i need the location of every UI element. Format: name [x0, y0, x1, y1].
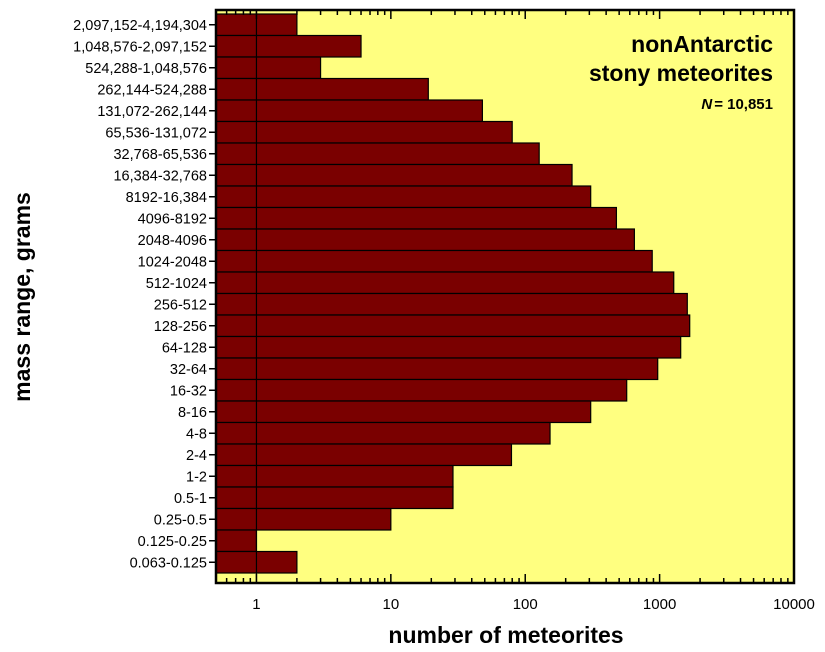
bar	[215, 228, 635, 252]
y-tick-label: 262,144-524,288	[97, 82, 207, 98]
bar	[215, 206, 618, 230]
y-tick-label: 8-16	[178, 405, 207, 421]
bar	[215, 378, 628, 402]
annotation-title-line1: nonAntarctic	[631, 31, 773, 57]
y-tick-label: 256-512	[154, 297, 207, 313]
plot-frame	[214, 8, 796, 585]
bar	[215, 357, 659, 381]
y-tick-label: 131,072-262,144	[97, 104, 207, 120]
x-tick-labels: 1 10 100 1000 10000	[252, 596, 815, 613]
bar	[215, 335, 682, 359]
x-tick-label: 1	[252, 596, 260, 613]
y-tick-label: 2-4	[186, 448, 207, 464]
bar	[215, 443, 513, 467]
bar	[215, 185, 592, 209]
y-tick-label: 2048-4096	[138, 233, 207, 249]
y-axis-title: mass range, grams	[9, 192, 35, 402]
y-tick-label: 8192-16,384	[126, 190, 207, 206]
y-tick-label: 0.063-0.125	[130, 555, 207, 571]
bar	[215, 120, 513, 144]
y-tick-label: 0.5-1	[174, 491, 207, 507]
y-tick-label: 0.125-0.25	[138, 534, 207, 550]
y-tick-label: 4-8	[186, 426, 207, 442]
bar	[215, 77, 429, 101]
x-tick-label: 1000	[643, 596, 676, 613]
y-tick-label: 64-128	[162, 340, 207, 356]
y-tick-label: 1-2	[186, 469, 207, 485]
y-tick-label: 524,288-1,048,576	[85, 61, 207, 77]
annotation-sample-size: N = 10,851	[701, 96, 773, 113]
y-tick-label: 128-256	[154, 319, 207, 335]
y-tick-label: 1,048,576-2,097,152	[73, 39, 207, 55]
bar	[215, 314, 691, 338]
y-tick-label: 16,384-32,768	[113, 168, 207, 184]
x-axis-title: number of meteorites	[388, 622, 623, 648]
y-tick-label: 32,768-65,536	[113, 147, 207, 163]
x-tick-label: 100	[513, 596, 538, 613]
y-tick-label: 512-1024	[146, 276, 207, 292]
y-tick-labels: 2,097,152-4,194,304 1,048,576-2,097,152 52…	[73, 18, 207, 572]
bar	[215, 507, 392, 531]
bar	[215, 271, 675, 295]
bar	[215, 464, 454, 488]
y-tick-label: 16-32	[170, 383, 207, 399]
n-symbol: N	[701, 96, 713, 113]
x-tick-label: 10000	[773, 596, 815, 613]
bar	[215, 142, 540, 166]
bar	[215, 34, 362, 58]
y-tick-label: 32-64	[170, 362, 207, 378]
n-value: = 10,851	[714, 96, 773, 113]
y-tick-label: 2,097,152-4,194,304	[73, 18, 207, 34]
bar	[215, 529, 258, 553]
bar	[215, 292, 688, 316]
bar	[215, 421, 551, 445]
bar	[215, 163, 573, 187]
annotation-title-line2: stony meteorites	[589, 60, 773, 86]
y-tick-label: 0.25-0.5	[154, 512, 207, 528]
y-tick-label: 1024-2048	[138, 254, 207, 270]
x-tick-label: 10	[382, 596, 399, 613]
bar	[215, 400, 592, 424]
y-tick-label: 4096-8192	[138, 211, 207, 227]
bar	[215, 486, 454, 510]
bar	[215, 249, 653, 273]
y-tick-label: 65,536-131,072	[105, 125, 207, 141]
bar	[215, 56, 322, 80]
